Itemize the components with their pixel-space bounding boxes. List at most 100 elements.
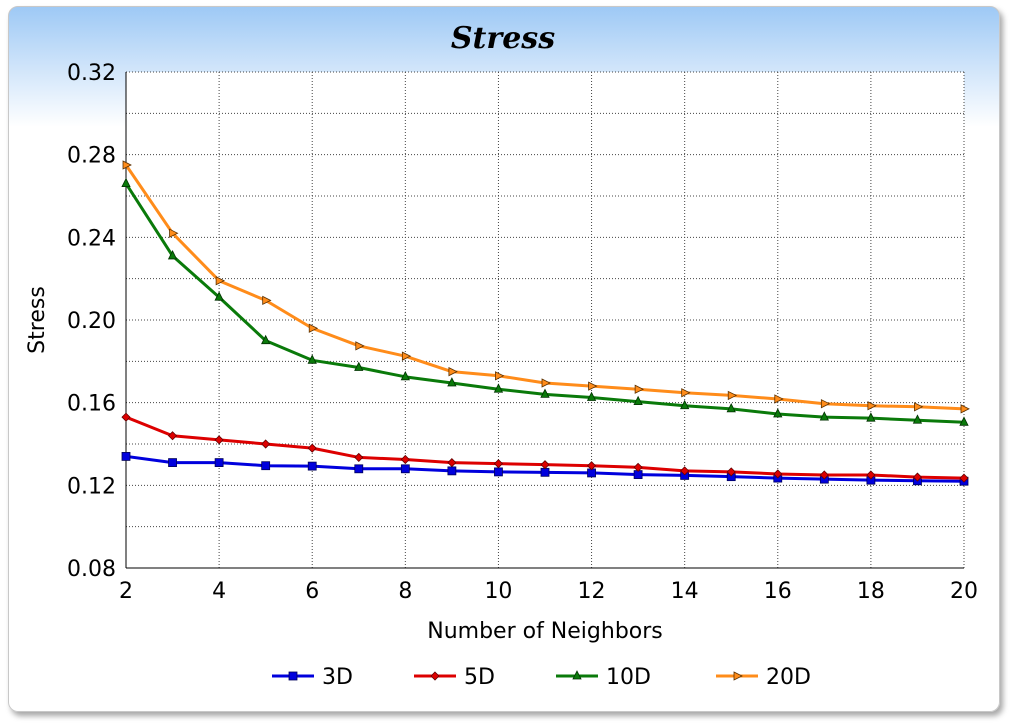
y-tick-label: 0.32 xyxy=(67,61,116,86)
data-point-10D xyxy=(121,177,131,188)
data-point-10D xyxy=(773,408,783,418)
data-point-20D xyxy=(495,371,505,381)
legend-item-5D: 5D xyxy=(414,665,495,690)
legend-swatch-marker xyxy=(288,671,298,681)
data-point-20D xyxy=(960,404,970,414)
x-tick-label: 18 xyxy=(857,579,885,604)
data-point-3D xyxy=(168,458,177,468)
data-point-10D xyxy=(586,391,597,401)
y-tick-label: 0.24 xyxy=(67,226,116,251)
series-20D xyxy=(122,160,970,414)
data-point-5D xyxy=(493,459,504,469)
data-point-20D xyxy=(681,388,691,398)
data-point-20D xyxy=(308,323,319,333)
data-point-5D xyxy=(866,470,876,480)
y-axis-label: Stress xyxy=(25,286,50,354)
data-point-20D xyxy=(355,341,365,351)
data-point-5D xyxy=(959,473,969,483)
data-point-10D xyxy=(726,402,736,413)
data-point-5D xyxy=(633,462,643,472)
data-point-20D xyxy=(867,401,877,411)
data-point-3D xyxy=(540,467,550,477)
data-point-3D xyxy=(447,466,457,476)
legend-item-20D: 20D xyxy=(716,665,811,690)
x-tick-label: 2 xyxy=(119,579,133,604)
y-tick-labels: 0.08 0.12 0.16 0.20 0.24 0.28 0.32 xyxy=(67,61,116,582)
data-point-5D xyxy=(586,461,597,471)
data-point-10D xyxy=(214,291,224,301)
plot-area xyxy=(126,72,964,568)
data-point-20D xyxy=(727,390,738,401)
series-5D xyxy=(121,412,969,483)
data-point-5D xyxy=(354,452,364,462)
data-point-5D xyxy=(447,458,457,468)
data-point-20D xyxy=(541,378,551,388)
y-tick-label: 0.08 xyxy=(67,557,116,582)
data-point-10D xyxy=(307,354,317,364)
data-point-3D xyxy=(261,461,271,471)
data-point-10D xyxy=(400,370,410,381)
data-point-10D xyxy=(261,334,271,345)
data-point-5D xyxy=(540,460,550,470)
data-point-10D xyxy=(354,361,364,371)
axes xyxy=(125,72,964,569)
data-point-5D xyxy=(214,435,224,445)
data-point-10D xyxy=(633,395,643,406)
data-point-5D xyxy=(726,467,736,477)
data-point-5D xyxy=(680,466,690,476)
data-point-5D xyxy=(400,454,410,465)
x-tick-label: 14 xyxy=(671,579,699,604)
x-tick-labels: 2 4 6 8 10 12 14 16 18 20 xyxy=(119,579,978,604)
legend-label: 20D xyxy=(766,665,811,690)
legend: 3D 5D 10D 20D xyxy=(272,665,811,690)
y-tick-label: 0.12 xyxy=(67,474,116,499)
chart-title: Stress xyxy=(451,21,555,56)
data-point-20D xyxy=(588,381,598,391)
data-point-3D xyxy=(354,464,364,474)
data-point-20D xyxy=(122,160,132,170)
x-tick-label: 20 xyxy=(950,579,978,604)
x-tick-label: 8 xyxy=(398,579,412,604)
legend-swatch-marker xyxy=(572,670,582,680)
data-point-5D xyxy=(773,469,783,479)
y-tick-label: 0.20 xyxy=(67,309,116,334)
data-point-20D xyxy=(820,399,831,409)
data-point-10D xyxy=(912,414,923,424)
y-tick-label: 0.28 xyxy=(67,144,116,169)
data-point-20D xyxy=(914,402,924,412)
data-point-3D xyxy=(494,467,503,477)
data-point-10D xyxy=(167,250,178,260)
data-point-10D xyxy=(540,388,550,398)
data-point-10D xyxy=(959,416,969,426)
legend-label: 5D xyxy=(464,665,495,690)
data-point-3D xyxy=(307,461,317,471)
legend-label: 3D xyxy=(322,665,353,690)
data-point-5D xyxy=(261,439,271,449)
data-point-3D xyxy=(121,451,131,461)
series-layer xyxy=(121,160,970,486)
y-tick-label: 0.16 xyxy=(67,392,116,417)
data-point-5D xyxy=(912,472,923,482)
data-point-20D xyxy=(448,367,458,377)
legend-label: 10D xyxy=(606,665,651,690)
data-point-5D xyxy=(167,431,178,441)
data-point-20D xyxy=(215,276,226,286)
data-point-10D xyxy=(493,383,504,393)
data-point-5D xyxy=(121,412,131,422)
x-tick-label: 10 xyxy=(484,579,512,604)
data-point-10D xyxy=(680,399,690,410)
data-point-3D xyxy=(400,464,410,474)
series-10D xyxy=(121,177,969,426)
legend-swatch-marker xyxy=(733,671,743,681)
x-tick-label: 12 xyxy=(578,579,606,604)
data-point-5D xyxy=(307,443,317,453)
data-point-10D xyxy=(447,377,457,387)
data-point-10D xyxy=(866,412,876,422)
x-tick-label: 6 xyxy=(305,579,319,604)
legend-item-10D: 10D xyxy=(556,665,651,690)
data-point-20D xyxy=(774,394,784,404)
x-tick-label: 16 xyxy=(764,579,792,604)
legend-swatch-marker xyxy=(430,671,440,681)
x-tick-label: 4 xyxy=(212,579,226,604)
